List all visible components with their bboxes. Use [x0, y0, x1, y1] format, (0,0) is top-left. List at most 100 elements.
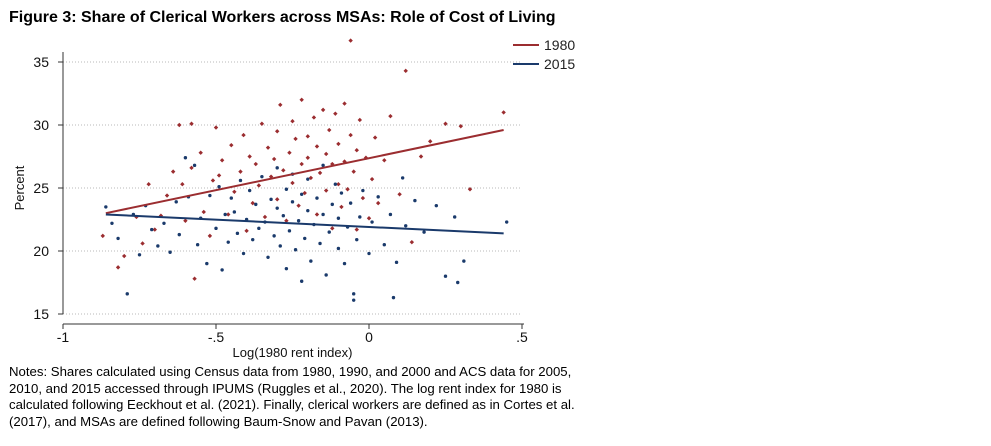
point-1980 — [351, 169, 356, 174]
point-2015 — [318, 241, 322, 246]
point-1980 — [293, 136, 298, 142]
point-2015 — [348, 201, 353, 205]
point-1980 — [164, 193, 170, 198]
point-2015 — [205, 261, 209, 266]
point-2015 — [287, 229, 292, 233]
point-2015 — [269, 197, 273, 202]
point-1980 — [219, 158, 225, 163]
point-2015 — [104, 205, 108, 209]
point-2015 — [272, 234, 276, 238]
point-1980 — [366, 216, 372, 221]
x-tick-label: .5 — [516, 329, 528, 345]
point-2015 — [336, 246, 341, 251]
x-tick-label: 0 — [365, 329, 373, 345]
point-2015 — [174, 200, 178, 204]
point-2015 — [223, 212, 227, 217]
point-2015 — [367, 251, 371, 256]
point-2015 — [462, 259, 466, 263]
notes-line: 2010, and 2015 accessed through IPUMS (R… — [9, 380, 562, 396]
point-1980 — [409, 239, 415, 245]
point-2015 — [284, 266, 289, 271]
point-2015 — [382, 243, 386, 247]
point-2015 — [306, 177, 310, 181]
point-2015 — [195, 243, 200, 247]
legend-label-2015: 2015 — [544, 56, 575, 72]
point-1980 — [213, 125, 219, 130]
point-1980 — [348, 132, 353, 138]
point-2015 — [162, 221, 166, 225]
point-1980 — [428, 139, 433, 144]
point-1980 — [216, 173, 222, 178]
point-1980 — [198, 150, 203, 155]
point-2015 — [299, 279, 304, 283]
point-1980 — [369, 176, 375, 182]
point-2015 — [299, 192, 304, 196]
point-1980 — [210, 178, 216, 183]
point-1980 — [189, 165, 194, 171]
point-2015 — [251, 237, 255, 242]
point-1980 — [354, 227, 359, 232]
point-1980 — [501, 110, 506, 115]
point-2015 — [330, 202, 334, 207]
point-2015 — [254, 202, 258, 207]
point-2015 — [260, 174, 264, 179]
y-tick-label: 20 — [33, 243, 49, 259]
point-1980 — [467, 187, 473, 192]
point-1980 — [317, 170, 323, 176]
point-1980 — [122, 253, 127, 259]
point-2015 — [247, 188, 252, 193]
point-1980 — [284, 218, 289, 223]
point-2015 — [229, 196, 233, 200]
point-2015 — [208, 193, 212, 198]
point-1980 — [305, 134, 310, 139]
notes-line: calculated following Eeckhout et al. (20… — [9, 397, 575, 412]
point-2015 — [278, 244, 282, 248]
point-2015 — [257, 226, 261, 231]
point-1980 — [323, 151, 329, 157]
point-1980 — [345, 187, 350, 192]
point-1980 — [339, 204, 344, 210]
point-2015 — [238, 178, 243, 183]
y-tick-label: 25 — [33, 180, 49, 196]
point-1980 — [256, 183, 262, 188]
point-1980 — [327, 127, 332, 133]
point-2015 — [358, 215, 362, 219]
point-2015 — [226, 240, 230, 244]
point-2015 — [177, 232, 181, 237]
point-1980 — [296, 203, 301, 208]
point-2015 — [422, 230, 426, 234]
point-2015 — [413, 198, 417, 203]
point-2015 — [361, 188, 365, 193]
point-2015 — [110, 221, 114, 225]
point-1980 — [192, 276, 197, 281]
point-1980 — [290, 119, 295, 124]
point-1980 — [357, 117, 363, 123]
point-2015 — [404, 224, 408, 228]
point-2015 — [303, 236, 307, 241]
point-2015 — [296, 219, 301, 223]
point-2015 — [168, 250, 172, 254]
point-2015 — [394, 260, 399, 265]
point-1980 — [314, 144, 320, 149]
point-1980 — [241, 132, 246, 138]
notes-line: Notes: Shares calculated using Census da… — [9, 364, 572, 379]
y-tick-label: 35 — [33, 54, 49, 70]
point-1980 — [281, 168, 286, 173]
point-1980 — [330, 161, 335, 167]
point-1980 — [275, 129, 280, 134]
point-2015 — [275, 166, 279, 170]
point-1980 — [140, 241, 145, 246]
point-2015 — [355, 237, 359, 242]
point-1980 — [443, 121, 448, 126]
point-2015 — [370, 220, 374, 224]
point-1980 — [290, 180, 295, 186]
point-2015 — [339, 191, 344, 195]
point-2015 — [321, 212, 325, 217]
point-1980 — [271, 156, 277, 162]
point-1980 — [183, 218, 188, 223]
point-2015 — [321, 163, 325, 168]
point-1980 — [299, 97, 304, 102]
point-1980 — [253, 161, 258, 167]
point-1980 — [311, 115, 317, 120]
x-axis-label: Log(1980 rent index) — [233, 345, 353, 360]
